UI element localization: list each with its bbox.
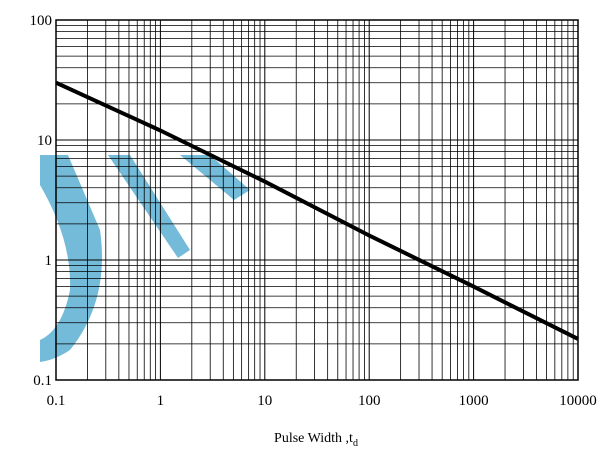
x-tick-label: 10000 [559, 393, 597, 409]
series-line-0 [55, 80, 579, 341]
x-tick-label: 10 [257, 393, 272, 409]
y-tick-labels: 0.1 1 10 100 [30, 13, 53, 389]
x-tick-label: 1000 [459, 393, 489, 409]
y-tick-label: 10 [37, 133, 52, 149]
y-tick-label: 1 [45, 253, 53, 269]
x-axis-title-main: Pulse Width ,t [274, 431, 353, 446]
series-group [55, 80, 579, 341]
watermark-middle-stroke [108, 155, 190, 258]
y-tick-label: 0.1 [33, 373, 52, 389]
grid-major [55, 20, 578, 381]
x-axis-title-subscript: d [353, 438, 358, 449]
x-tick-label: 100 [358, 393, 381, 409]
grid-minor [56, 20, 578, 380]
watermark-logo [40, 155, 250, 362]
plot-border [55, 19, 579, 381]
y-tick-label: 100 [30, 13, 53, 29]
x-tick-label: 0.1 [47, 393, 66, 409]
x-axis-title: Pulse Width ,td [274, 431, 358, 449]
x-tick-labels: 0.1 1 10 100 1000 10000 [47, 393, 597, 409]
x-tick-label: 1 [157, 393, 165, 409]
watermark-right-stroke [180, 155, 250, 200]
